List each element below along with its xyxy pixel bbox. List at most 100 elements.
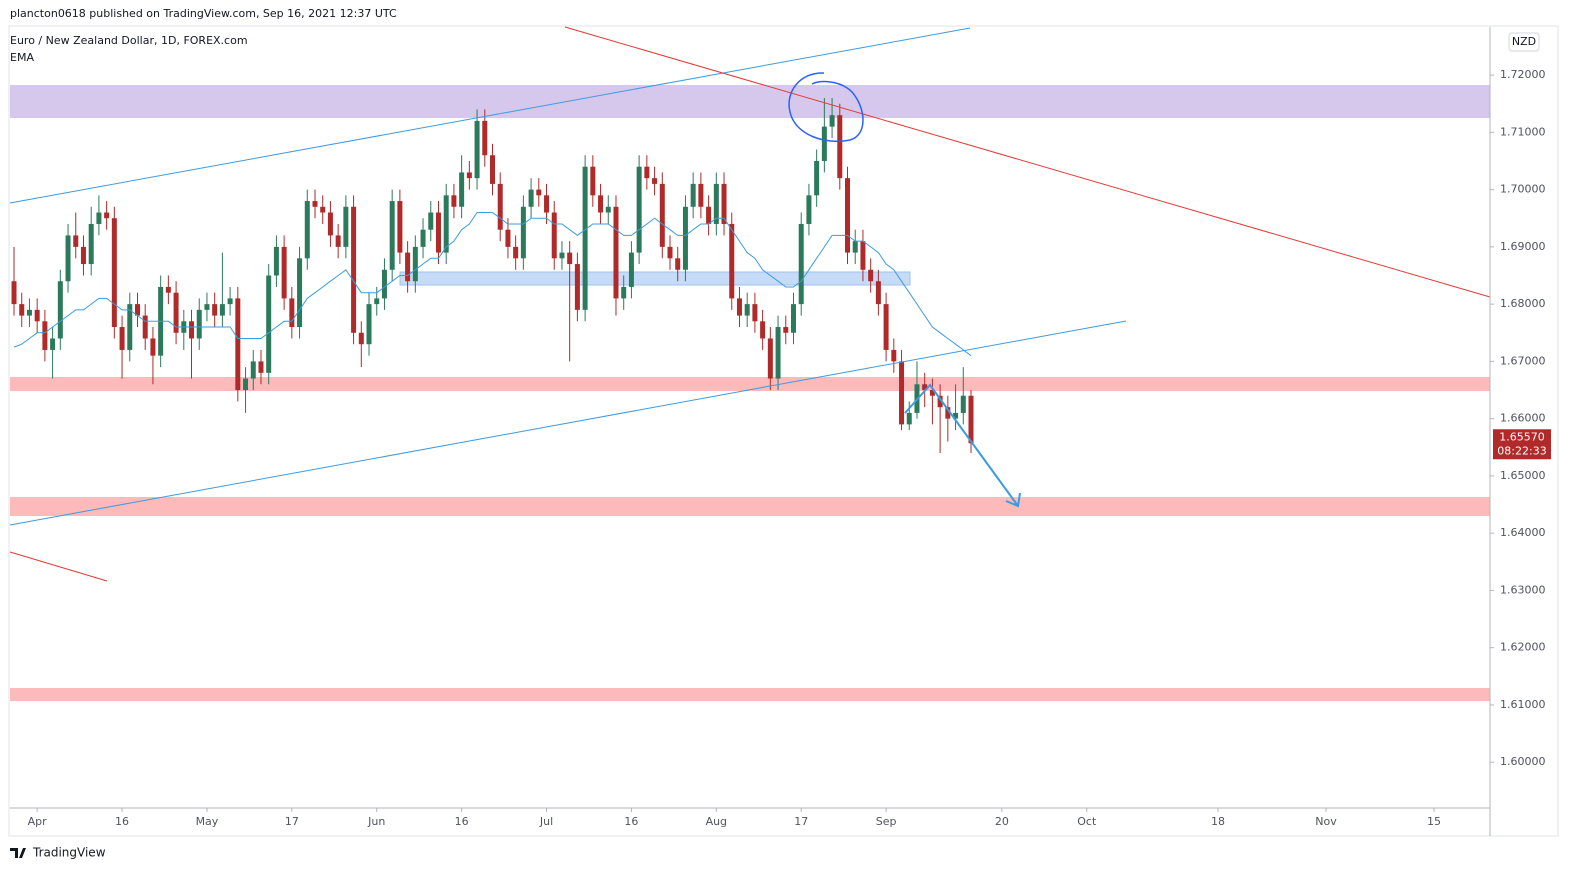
candle-body xyxy=(582,166,588,310)
candle-body xyxy=(814,160,820,196)
candle-body xyxy=(845,178,851,253)
y-tick-label: 1.61000 xyxy=(1500,698,1546,711)
candle-body xyxy=(312,201,318,207)
support-zone xyxy=(10,688,1490,701)
candle-body xyxy=(420,229,426,247)
candle-body xyxy=(875,281,881,305)
candle-body xyxy=(790,304,796,333)
y-tick-label: 1.65000 xyxy=(1500,469,1546,482)
y-tick-label: 1.69000 xyxy=(1500,240,1546,253)
x-tick-label: Jun xyxy=(367,815,385,828)
last-price-tag xyxy=(1493,429,1551,460)
candle-body xyxy=(466,172,472,179)
x-tick-label: 15 xyxy=(1427,815,1441,828)
candle-body xyxy=(111,218,117,328)
currency-label[interactable]: NZD xyxy=(1512,35,1536,48)
candle-body xyxy=(26,309,32,316)
x-tick-label: May xyxy=(196,815,219,828)
candle-body xyxy=(960,395,966,413)
candle-body xyxy=(806,195,812,224)
y-tick-label: 1.60000 xyxy=(1500,755,1546,768)
candle-body xyxy=(266,275,272,373)
candle-body xyxy=(644,166,650,179)
currency-box[interactable] xyxy=(1508,32,1540,52)
candle-body xyxy=(829,115,835,127)
candle-body xyxy=(281,246,287,299)
publisher: plancton0618 published on TradingView.co… xyxy=(10,7,397,20)
candle-body xyxy=(212,304,218,316)
symbol-title: Euro / New Zealand Dollar, 1D, FOREX.com xyxy=(10,34,248,47)
candle-body xyxy=(250,361,256,379)
countdown-label: 08:22:33 xyxy=(1497,444,1546,457)
candle-body xyxy=(227,298,233,305)
candle-body xyxy=(196,309,202,339)
candle-body xyxy=(736,298,742,316)
y-tick-label: 1.66000 xyxy=(1500,412,1546,425)
candle-body xyxy=(42,321,48,350)
x-tick-label: 17 xyxy=(794,815,808,828)
candle-body xyxy=(474,120,480,179)
candle-body xyxy=(698,183,704,207)
x-tick-label: 20 xyxy=(995,815,1009,828)
candle-body xyxy=(397,201,403,253)
y-tick-label: 1.72000 xyxy=(1500,68,1546,81)
candle-body xyxy=(899,361,905,425)
candle-body xyxy=(891,349,897,362)
candle-body xyxy=(953,412,959,419)
trend-line xyxy=(9,320,1127,526)
y-tick-label: 1.62000 xyxy=(1500,641,1546,654)
candle-body xyxy=(335,235,341,247)
forecast-arrow xyxy=(904,383,1021,508)
candle-body xyxy=(482,120,488,156)
candle-body xyxy=(65,235,71,282)
support-zone xyxy=(10,377,1490,391)
candle-body xyxy=(922,384,928,391)
footer-brand: TradingView xyxy=(32,846,106,860)
candle-body xyxy=(968,395,974,444)
candle-body xyxy=(937,395,943,408)
candle-body xyxy=(721,183,727,224)
candle-body xyxy=(165,286,171,293)
candle-body xyxy=(883,304,889,350)
candle-body xyxy=(906,412,912,425)
candle-body xyxy=(574,264,580,310)
x-tick-label: 16 xyxy=(115,815,129,828)
chart-frame xyxy=(8,25,1559,837)
candle-body xyxy=(389,201,395,270)
candle-body xyxy=(150,338,156,356)
candle-body xyxy=(11,281,17,305)
candle-body xyxy=(706,206,712,224)
candle-body xyxy=(289,298,295,328)
candle-body xyxy=(127,304,133,350)
candle-body xyxy=(119,327,125,350)
candle-body xyxy=(868,269,874,282)
candle-body xyxy=(945,407,951,419)
candle-body xyxy=(652,178,658,184)
candle-body xyxy=(520,206,526,259)
candle-body xyxy=(88,223,94,265)
candle-body xyxy=(767,338,773,379)
candle-body xyxy=(134,304,140,316)
candle-body xyxy=(613,206,619,299)
candle-body xyxy=(528,189,534,207)
x-tick-label: Jul xyxy=(539,815,553,828)
candle-body xyxy=(598,195,604,213)
candle-body xyxy=(73,235,79,247)
support-zone xyxy=(10,497,1490,516)
y-tick-label: 1.63000 xyxy=(1500,583,1546,596)
candle-body xyxy=(451,195,457,207)
candle-body xyxy=(366,304,372,345)
x-tick-label: Nov xyxy=(1315,815,1337,828)
candle-body xyxy=(173,292,179,333)
candle-body xyxy=(204,304,210,310)
candle-body xyxy=(559,252,565,259)
candle-body xyxy=(189,321,195,339)
candle-body xyxy=(513,246,519,259)
candle-body xyxy=(381,269,387,299)
candle-body xyxy=(744,304,750,316)
candle-body xyxy=(96,212,102,224)
candle-body xyxy=(798,223,804,305)
pivot-zone xyxy=(399,271,911,286)
ema-line xyxy=(13,212,972,357)
